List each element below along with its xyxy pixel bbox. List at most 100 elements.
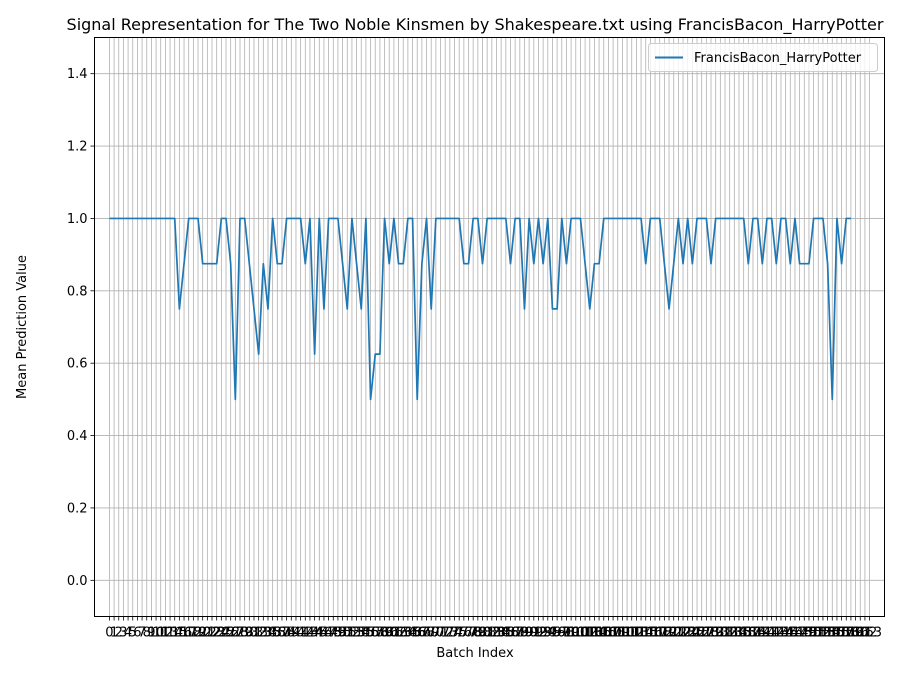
x-tick-label: 18 (185, 626, 202, 641)
data-point (808, 263, 810, 265)
data-point (146, 218, 148, 220)
data-point (636, 218, 638, 220)
data-point (650, 218, 652, 220)
data-point (785, 218, 787, 220)
data-point (696, 218, 698, 220)
data-point (258, 353, 260, 355)
data-point (169, 218, 171, 220)
data-point (426, 218, 428, 220)
data-point (127, 218, 129, 220)
data-point (123, 218, 125, 220)
x-tick-label: 9 (147, 626, 155, 641)
data-point (780, 218, 782, 220)
data-point (514, 218, 516, 220)
x-axis-ticks: 0123456789101112131415161718192021222324… (105, 616, 882, 641)
x-tick-label: 39 (283, 626, 300, 641)
data-point (151, 218, 153, 220)
data-point (845, 218, 847, 220)
x-tick-label: 158 (834, 626, 859, 641)
x-tick-label: 139 (745, 626, 770, 641)
data-point (715, 218, 717, 220)
x-tick-label: 142 (759, 626, 784, 641)
x-tick-label: 11 (152, 626, 169, 641)
x-tick-label: 76 (456, 626, 473, 641)
x-tick-label: 144 (769, 626, 794, 641)
x-tick-label: 4 (124, 626, 132, 641)
data-point (141, 218, 143, 220)
data-point (202, 263, 204, 265)
x-tick-label: 54 (353, 626, 370, 641)
x-tick-label: 100 (563, 626, 588, 641)
data-point (817, 218, 819, 220)
x-tick-label: 113 (624, 626, 649, 641)
data-point (374, 353, 376, 355)
x-tick-label: 127 (689, 626, 714, 641)
x-tick-label: 35 (264, 626, 281, 641)
x-tick-label: 156 (825, 626, 850, 641)
x-tick-label: 45 (311, 626, 328, 641)
data-point (183, 263, 185, 265)
data-point (454, 218, 456, 220)
data-point (342, 263, 344, 265)
x-tick-label: 154 (815, 626, 840, 641)
x-tick-label: 108 (601, 626, 626, 641)
x-tick-label: 6 (133, 626, 141, 641)
x-tick-label: 81 (479, 626, 496, 641)
data-point (762, 263, 764, 265)
x-tick-label: 99 (563, 626, 580, 641)
x-tick-label: 82 (484, 626, 501, 641)
x-tick-label: 107 (596, 626, 621, 641)
x-tick-label: 41 (292, 626, 309, 641)
x-tick-label: 51 (339, 626, 356, 641)
data-point (556, 308, 558, 310)
chart-title: Signal Representation for The Two Noble … (67, 15, 884, 35)
data-point (813, 218, 815, 220)
data-point (160, 218, 162, 220)
x-tick-label: 160 (843, 626, 868, 641)
data-point (706, 218, 708, 220)
x-tick-label: 67 (414, 626, 431, 641)
data-point (281, 263, 283, 265)
data-point (622, 218, 624, 220)
x-tick-label: 14 (166, 626, 183, 641)
data-point (528, 218, 530, 220)
data-point (463, 263, 465, 265)
data-point (524, 308, 526, 310)
data-point (113, 218, 115, 220)
data-point (827, 263, 829, 265)
x-tick-label: 5 (129, 626, 137, 641)
x-tick-label: 151 (801, 626, 826, 641)
data-point (486, 218, 488, 220)
data-point (566, 263, 568, 265)
data-point (836, 218, 838, 220)
data-point (570, 218, 572, 220)
x-tick-label: 52 (344, 626, 361, 641)
data-point (710, 263, 712, 265)
data-point (379, 353, 381, 355)
data-point (682, 263, 684, 265)
x-tick-label: 119 (652, 626, 677, 641)
data-point (673, 263, 675, 265)
data-point (831, 399, 833, 401)
x-tick-label: 148 (787, 626, 812, 641)
y-tick-label: 1.2 (67, 140, 88, 155)
data-point (337, 218, 339, 220)
data-point (664, 263, 666, 265)
data-point (584, 263, 586, 265)
data-point (398, 263, 400, 265)
data-point (766, 218, 768, 220)
x-tick-label: 90 (521, 626, 538, 641)
x-tick-label: 128 (694, 626, 719, 641)
x-tick-label: 93 (535, 626, 552, 641)
x-tick-label: 161 (848, 626, 873, 641)
x-tick-label: 159 (839, 626, 864, 641)
x-tick-label: 132 (713, 626, 738, 641)
x-tick-label: 2 (115, 626, 123, 641)
x-tick-label: 85 (498, 626, 515, 641)
x-tick-label: 97 (554, 626, 571, 641)
data-point (188, 218, 190, 220)
x-tick-label: 110 (610, 626, 635, 641)
data-point (594, 263, 596, 265)
data-point (589, 308, 591, 310)
x-tick-label: 17 (180, 626, 197, 641)
